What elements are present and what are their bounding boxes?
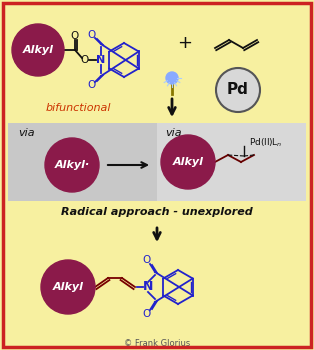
Text: via: via <box>18 128 35 138</box>
Circle shape <box>45 138 99 192</box>
Text: Pd: Pd <box>227 83 249 98</box>
Circle shape <box>161 135 215 189</box>
Text: O: O <box>88 30 96 40</box>
FancyBboxPatch shape <box>157 123 306 201</box>
Text: +: + <box>177 34 192 52</box>
Text: Alkyl: Alkyl <box>52 282 84 292</box>
Text: O: O <box>143 309 151 319</box>
Text: bifunctional: bifunctional <box>45 103 111 113</box>
Circle shape <box>166 72 178 84</box>
Text: via: via <box>165 128 181 138</box>
Text: N: N <box>96 55 106 65</box>
Text: Alkyl·: Alkyl· <box>54 160 89 170</box>
Text: © Frank Glorius: © Frank Glorius <box>124 338 190 348</box>
Text: O: O <box>88 80 96 90</box>
Text: Alkyl: Alkyl <box>23 45 53 55</box>
Text: O: O <box>71 31 79 41</box>
Text: O: O <box>143 255 151 265</box>
Text: Radical approach - unexplored: Radical approach - unexplored <box>61 207 253 217</box>
Text: O: O <box>81 55 89 65</box>
Circle shape <box>12 24 64 76</box>
FancyBboxPatch shape <box>8 123 157 201</box>
Text: N: N <box>143 280 153 294</box>
Circle shape <box>41 260 95 314</box>
Circle shape <box>216 68 260 112</box>
Text: Pd(II)L$_n$: Pd(II)L$_n$ <box>249 137 283 149</box>
Text: Alkyl: Alkyl <box>172 157 203 167</box>
